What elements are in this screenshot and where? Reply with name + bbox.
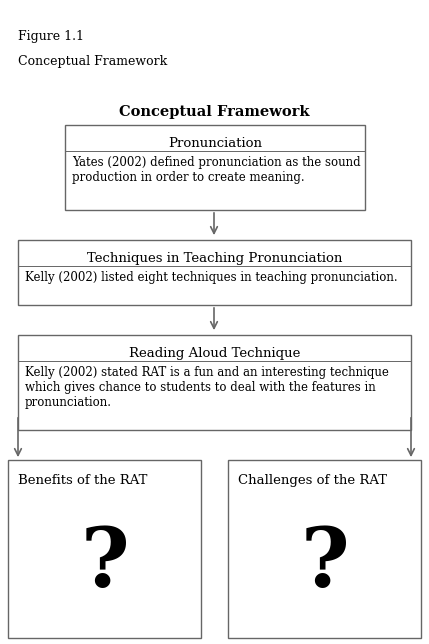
Text: Conceptual Framework: Conceptual Framework (18, 55, 167, 68)
Bar (18, 335, 411, 430)
Text: Kelly (2002) listed eight techniques in teaching pronunciation.: Kelly (2002) listed eight techniques in … (25, 271, 398, 284)
Text: ?: ? (300, 524, 349, 604)
Text: Figure 1.1: Figure 1.1 (18, 30, 84, 43)
Text: ?: ? (80, 524, 129, 604)
Text: Benefits of the RAT: Benefits of the RAT (18, 474, 148, 487)
Text: Conceptual Framework: Conceptual Framework (119, 105, 309, 119)
Bar (228, 460, 421, 638)
Text: Pronunciation: Pronunciation (168, 137, 262, 150)
Text: Yates (2002) defined pronunciation as the sound
production in order to create me: Yates (2002) defined pronunciation as th… (72, 156, 361, 184)
Bar (18, 240, 411, 305)
Bar (65, 125, 365, 210)
Bar (8, 460, 201, 638)
Text: Techniques in Teaching Pronunciation: Techniques in Teaching Pronunciation (87, 252, 342, 265)
Text: Kelly (2002) stated RAT is a fun and an interesting technique
which gives chance: Kelly (2002) stated RAT is a fun and an … (25, 366, 389, 409)
Text: Challenges of the RAT: Challenges of the RAT (238, 474, 387, 487)
Text: Reading Aloud Technique: Reading Aloud Technique (129, 347, 300, 360)
